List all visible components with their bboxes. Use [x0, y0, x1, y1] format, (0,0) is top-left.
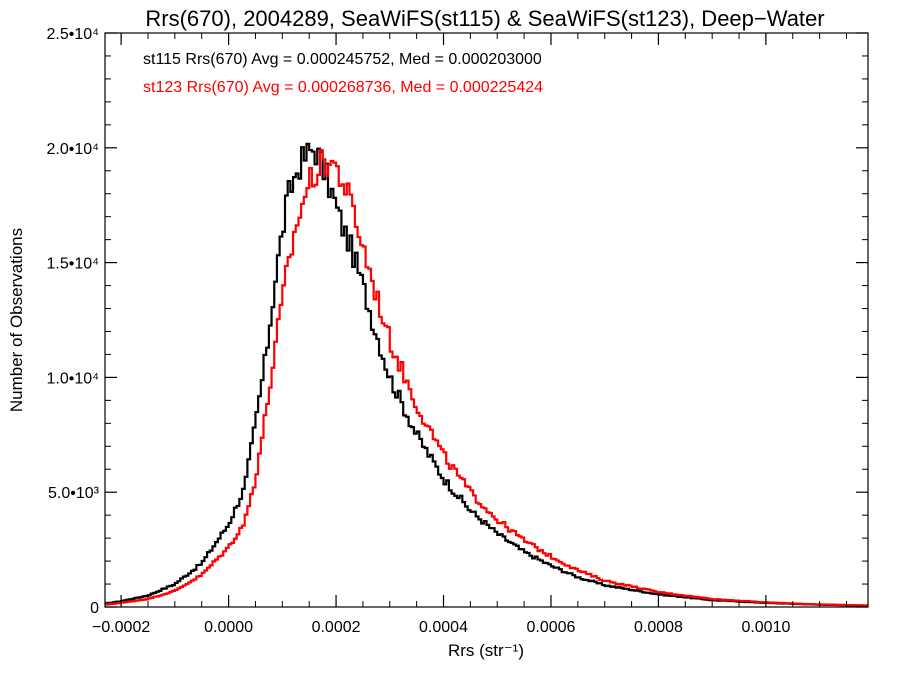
- y-tick-label: 2.5•10⁴: [46, 26, 99, 43]
- x-tick-label: 0.0008: [634, 619, 683, 636]
- series-layer: [105, 142, 868, 607]
- x-axis-label: Rrs (str⁻¹): [448, 641, 524, 660]
- x-tick-label: −0.0002: [92, 619, 150, 636]
- series-st123-line: [105, 148, 868, 607]
- y-axis: 0 5.0•10³ 1.0•10⁴ 1.5•10⁴ 2.0•10⁴ 2.5•10⁴: [46, 26, 868, 617]
- y-tick-label: 1.5•10⁴: [46, 256, 99, 273]
- x-tick-label: 0.0004: [419, 619, 468, 636]
- y-tick-label: 5.0•10³: [48, 485, 100, 502]
- y-tick-label: 2.0•10⁴: [46, 141, 99, 158]
- annotation-group: st115 Rrs(670) Avg = 0.000245752, Med = …: [143, 51, 543, 96]
- x-axis: −0.0002 0.0000 0.0002 0.0004 0.0006 0.0008 0.0…: [92, 33, 848, 636]
- annotation-text: st123 Rrs(670) Avg = 0.000268736, Med = …: [143, 79, 543, 96]
- y-axis-label: Number of Observations: [7, 228, 26, 412]
- y-tick-label: 0: [90, 600, 99, 617]
- series-st115-line: [105, 142, 868, 607]
- x-tick-label: 0.0006: [527, 619, 576, 636]
- plot-frame: [104, 32, 869, 608]
- x-tick-label: 0.0002: [312, 619, 361, 636]
- annotation-text: st115 Rrs(670) Avg = 0.000245752, Med = …: [143, 51, 542, 68]
- x-tick-label: 0.0000: [204, 619, 253, 636]
- chart-title: Rrs(670), 2004289, SeaWiFS(st115) & SeaW…: [145, 6, 824, 31]
- x-tick-label: 0.0010: [741, 619, 790, 636]
- y-tick-label: 1.0•10⁴: [46, 370, 99, 387]
